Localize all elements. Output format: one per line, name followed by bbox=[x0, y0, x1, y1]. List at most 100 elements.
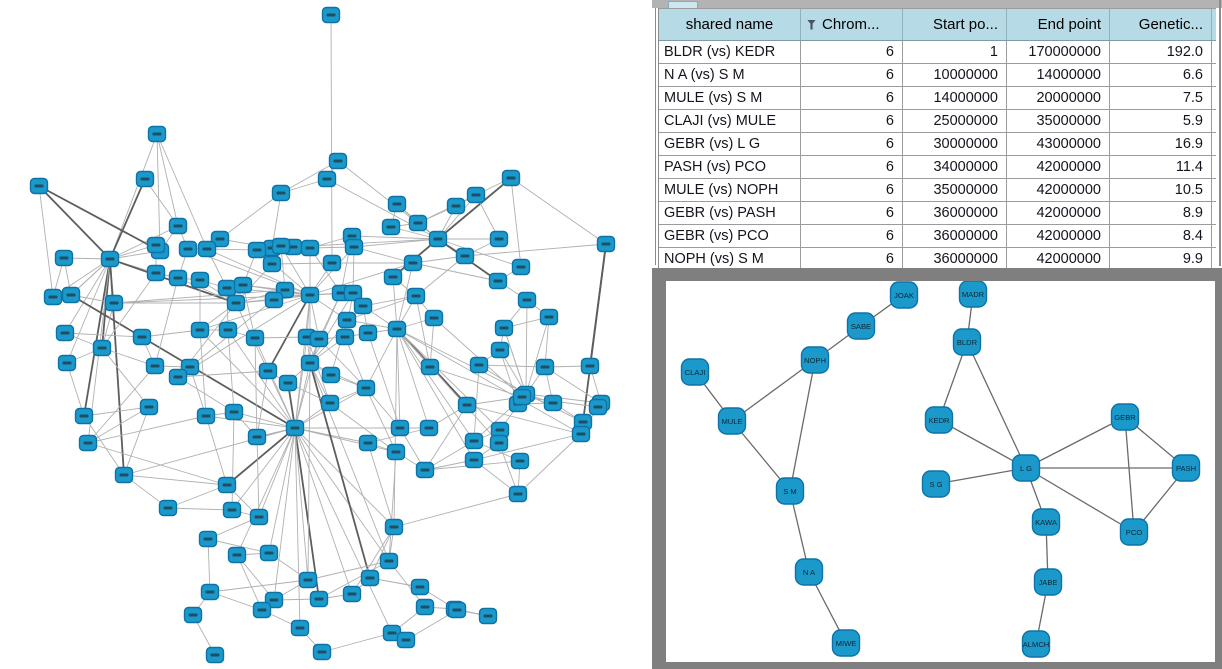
main-network-canvas[interactable] bbox=[0, 0, 652, 669]
network-edge bbox=[330, 319, 348, 376]
node-label-smudge bbox=[264, 551, 274, 555]
table-row[interactable]: MULE (vs) NOPH 6 35000000 42000000 10.5 bbox=[659, 179, 1216, 202]
node-label-smudge bbox=[420, 605, 430, 609]
table-row[interactable]: CLAJI (vs) MULE 6 25000000 35000000 5.9 bbox=[659, 110, 1216, 133]
network-edge bbox=[209, 579, 309, 593]
node-label-smudge bbox=[34, 184, 44, 188]
table-row[interactable]: GEBR (vs) PASH 6 36000000 42000000 8.9 bbox=[659, 202, 1216, 225]
network-edge bbox=[156, 133, 208, 250]
network-edge bbox=[473, 433, 582, 461]
node-label-smudge bbox=[517, 395, 527, 399]
network-edge bbox=[205, 415, 296, 429]
sub-network-canvas[interactable]: JOAK MADR SABE BLDR NOPH CLAJI KEDR GEBR MULE L G… bbox=[666, 281, 1215, 662]
network-node-mule[interactable] bbox=[717, 407, 747, 435]
network-edge bbox=[199, 294, 311, 331]
table-cell: 11.4 bbox=[1110, 156, 1212, 178]
filter-funnel-icon[interactable] bbox=[807, 19, 816, 30]
network-node-joak[interactable] bbox=[889, 281, 919, 309]
network-edge bbox=[87, 406, 150, 444]
node-label-smudge bbox=[295, 626, 305, 630]
node-label-smudge bbox=[201, 414, 211, 418]
network-node-pash[interactable] bbox=[1171, 454, 1201, 482]
table-cell: 5.9 bbox=[1110, 110, 1212, 132]
network-node-s-g[interactable] bbox=[921, 470, 951, 498]
network-edge bbox=[415, 255, 466, 297]
network-edge bbox=[309, 362, 390, 562]
network-node-noph[interactable] bbox=[800, 346, 830, 374]
main-network-view[interactable] bbox=[0, 0, 652, 669]
table-row[interactable]: PASH (vs) PCO 6 34000000 42000000 11.4 bbox=[659, 156, 1216, 179]
network-edge bbox=[544, 316, 550, 368]
column-header-start-po[interactable]: Start po... bbox=[903, 9, 1007, 40]
edge-attribute-table: shared name Chrom... Start po... End point G… bbox=[658, 8, 1216, 271]
network-edge bbox=[318, 560, 390, 600]
node-label-smudge bbox=[548, 401, 558, 405]
network-node-almch[interactable] bbox=[1021, 630, 1051, 658]
table-row[interactable]: GEBR (vs) PCO 6 36000000 42000000 8.4 bbox=[659, 225, 1216, 248]
node-label-smudge bbox=[483, 614, 493, 618]
column-header-end-point[interactable]: End point bbox=[1007, 9, 1110, 40]
node-label-smudge bbox=[223, 328, 233, 332]
table-cell: 6 bbox=[801, 156, 903, 178]
node-label: S G bbox=[929, 480, 942, 489]
network-edge bbox=[429, 366, 523, 398]
node-label-smudge bbox=[471, 193, 481, 197]
node-label-smudge bbox=[494, 237, 504, 241]
network-edge bbox=[83, 406, 150, 417]
node-label-smudge bbox=[392, 202, 402, 206]
table-row[interactable]: MULE (vs) S M 6 14000000 20000000 7.5 bbox=[659, 87, 1216, 110]
column-header-shared-name[interactable]: shared name bbox=[659, 9, 801, 40]
network-node-jabe[interactable] bbox=[1033, 568, 1063, 596]
network-edge bbox=[227, 329, 296, 429]
table-cell: 42000000 bbox=[1007, 156, 1110, 178]
table-row[interactable]: NOPH (vs) S M 6 36000000 42000000 9.9 bbox=[659, 248, 1216, 271]
network-node-sabe[interactable] bbox=[846, 312, 876, 340]
network-edge bbox=[294, 362, 311, 429]
network-node-madr[interactable] bbox=[958, 281, 988, 308]
network-node-pco[interactable] bbox=[1119, 518, 1149, 546]
network-node-miwe[interactable] bbox=[831, 629, 861, 657]
node-label-smudge bbox=[173, 375, 183, 379]
network-node-l-g[interactable] bbox=[1011, 454, 1041, 482]
node-label: MADR bbox=[962, 290, 985, 299]
table-row[interactable]: GEBR (vs) L G 6 30000000 43000000 16.9 bbox=[659, 133, 1216, 156]
network-edge bbox=[87, 365, 156, 444]
network-edge bbox=[156, 133, 161, 252]
column-header-genetic[interactable]: Genetic... bbox=[1110, 9, 1212, 40]
node-label-smudge bbox=[195, 278, 205, 282]
network-node-kawa[interactable] bbox=[1031, 508, 1061, 536]
node-label-smudge bbox=[229, 410, 239, 414]
network-node-claji[interactable] bbox=[680, 358, 710, 386]
table-cell: 6 bbox=[801, 202, 903, 224]
node-label-smudge bbox=[451, 204, 461, 208]
node-label-smudge bbox=[144, 405, 154, 409]
column-header-label: Chrom... bbox=[822, 16, 880, 33]
column-header-chrom[interactable]: Chrom... bbox=[801, 9, 903, 40]
node-label-smudge bbox=[269, 598, 279, 602]
network-node-kedr[interactable] bbox=[924, 406, 954, 434]
node-label-smudge bbox=[327, 261, 337, 265]
sub-network-view[interactable]: JOAK MADR SABE BLDR NOPH CLAJI KEDR GEBR MULE L G… bbox=[666, 281, 1215, 662]
node-label-smudge bbox=[119, 473, 129, 477]
table-panel-tab[interactable] bbox=[668, 1, 698, 8]
network-node-s-m[interactable] bbox=[775, 477, 805, 505]
node-label-smudge bbox=[322, 177, 332, 181]
node-label-smudge bbox=[290, 426, 300, 430]
node-label-smudge bbox=[105, 257, 115, 261]
network-edge bbox=[731, 359, 816, 422]
table-cell: 34000000 bbox=[903, 156, 1007, 178]
node-label-smudge bbox=[254, 515, 264, 519]
network-edge bbox=[294, 427, 309, 581]
network-node-gebr[interactable] bbox=[1110, 403, 1140, 431]
node-label-smudge bbox=[250, 336, 260, 340]
network-edge bbox=[227, 329, 235, 413]
table-row[interactable]: N A (vs) S M 6 10000000 14000000 6.6 bbox=[659, 64, 1216, 87]
network-node-n-a[interactable] bbox=[794, 558, 824, 586]
node-label-smudge bbox=[593, 405, 603, 409]
network-edge bbox=[101, 347, 150, 408]
node-label-smudge bbox=[342, 318, 352, 322]
node-label-smudge bbox=[395, 426, 405, 430]
network-node-bldr[interactable] bbox=[952, 328, 982, 356]
table-row[interactable]: BLDR (vs) KEDR 6 1 170000000 192.0 bbox=[659, 41, 1216, 64]
node-label-smudge bbox=[276, 244, 286, 248]
